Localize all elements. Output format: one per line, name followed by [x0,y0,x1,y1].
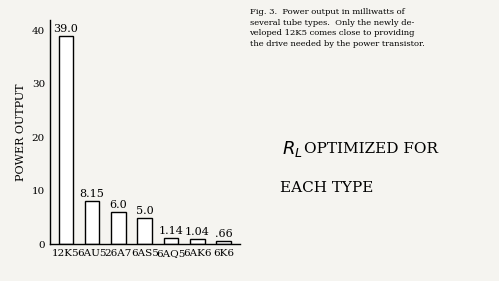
Y-axis label: POWER OUTPUT: POWER OUTPUT [16,83,26,181]
Text: Fig. 3.  Power output in milliwatts of
several tube types.  Only the newly de-
v: Fig. 3. Power output in milliwatts of se… [250,8,424,48]
Text: $R_L$: $R_L$ [282,139,303,159]
Text: 1.14: 1.14 [159,226,184,236]
Text: EACH TYPE: EACH TYPE [280,181,374,195]
Text: 6.0: 6.0 [109,200,127,210]
Bar [164,238,178,244]
Text: 8.15: 8.15 [80,189,104,199]
Bar [111,212,126,244]
Text: 39.0: 39.0 [53,24,78,34]
Bar [217,241,231,244]
Bar [137,218,152,244]
Bar [190,239,205,244]
Text: 5.0: 5.0 [136,206,154,216]
Text: OPTIMIZED FOR: OPTIMIZED FOR [304,142,439,156]
Bar [58,36,73,244]
Bar [85,201,99,244]
Text: 1.04: 1.04 [185,227,210,237]
Text: .66: .66 [215,229,233,239]
